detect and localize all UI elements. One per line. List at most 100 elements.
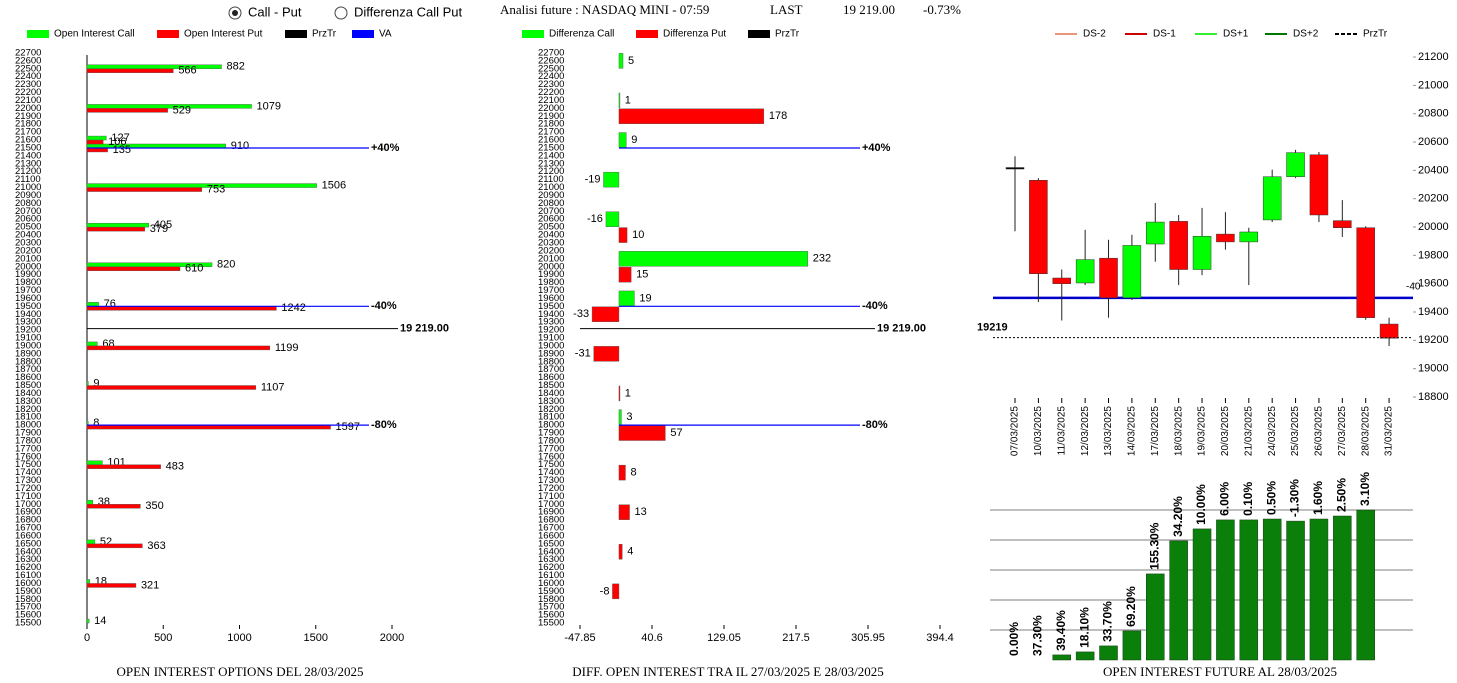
last-label: LAST <box>770 2 803 17</box>
bar <box>612 583 620 600</box>
bar <box>1099 645 1118 661</box>
y-tick-label: 19000 <box>538 340 564 351</box>
bar <box>1122 630 1142 661</box>
x-tick-label: 11/03/2025 <box>1056 406 1067 456</box>
bar-label: 405 <box>154 219 172 231</box>
legend-label: Open Interest Call <box>54 29 135 40</box>
bar-label: 9 <box>93 377 99 389</box>
bar-label: 135 <box>113 144 131 156</box>
va-label: +40% <box>862 142 891 154</box>
instrument: Analisi future : NASDAQ MINI - 07:59 <box>500 2 709 17</box>
y-tick-label: 16900 <box>15 507 41 518</box>
y-tick-label: 18700 <box>15 364 41 375</box>
bar-label: 1 <box>625 387 631 399</box>
bar <box>86 464 161 469</box>
bar-label: 10 <box>632 229 644 241</box>
y-tick-label: 17200 <box>538 483 564 494</box>
bar <box>86 226 145 232</box>
y-tick-label: 20100 <box>538 253 564 264</box>
x-tick-label: 17/03/2025 <box>1150 406 1161 456</box>
y-tick-label: 18000 <box>538 420 564 431</box>
legend-label: DS-2 <box>1083 29 1106 40</box>
candle-body <box>1333 220 1352 228</box>
y-tick-label: 16000 <box>538 578 564 589</box>
y-tick-label: 21600 <box>15 135 41 146</box>
y-tick-label: 17300 <box>15 475 41 486</box>
y-tick-label: 22500 <box>538 63 564 74</box>
bar <box>618 425 666 441</box>
x-tick-label: 18/03/2025 <box>1173 406 1184 456</box>
legend-label: PrzTr <box>775 29 800 40</box>
bar <box>1216 519 1235 661</box>
y-tick-label: 18600 <box>15 372 41 383</box>
candle-body <box>1239 231 1259 243</box>
y-tick-label: 20200 <box>538 245 564 256</box>
y-tick-label: 20000 <box>1418 221 1449 233</box>
y-tick-label: 15800 <box>15 594 41 605</box>
y-tick-label: 19900 <box>15 269 41 280</box>
candle-body <box>1262 176 1282 221</box>
x-tick-label: 19/03/2025 <box>1197 406 1208 456</box>
y-tick-label: 20400 <box>538 230 564 241</box>
va-label: -40% <box>862 300 888 312</box>
y-tick-label: 22400 <box>15 71 41 82</box>
bar <box>618 53 624 69</box>
bar-label: -1.30% <box>1288 479 1302 517</box>
bar <box>86 543 143 549</box>
bar <box>618 251 809 267</box>
legend-label: DS+1 <box>1223 29 1249 40</box>
y-tick-label: 17400 <box>538 467 564 478</box>
y-tick-label: 18800 <box>538 356 564 367</box>
y-tick-label: 22000 <box>538 103 564 114</box>
y-tick-label: 19400 <box>538 309 564 320</box>
y-tick-label: 16500 <box>15 538 41 549</box>
radio-label[interactable]: Call - Put <box>248 4 302 19</box>
bar-label: 910 <box>231 140 249 152</box>
bar-label: 1506 <box>322 179 346 191</box>
y-tick-label: 20800 <box>538 198 564 209</box>
bar <box>86 381 89 386</box>
x-tick-label: 1500 <box>304 632 328 644</box>
x-tick-label: 40.6 <box>641 632 662 644</box>
bar <box>593 346 620 362</box>
bar <box>618 544 623 560</box>
bar-label: -8 <box>600 585 610 597</box>
y-tick-label: 19800 <box>1418 249 1449 261</box>
y-tick-label: 20400 <box>15 230 41 241</box>
x-tick-label: 12/03/2025 <box>1080 406 1091 456</box>
bar <box>86 618 90 624</box>
y-tick-label: 17800 <box>538 435 564 446</box>
bar <box>1286 520 1305 661</box>
bar-label: 9 <box>631 134 637 146</box>
legend-swatch <box>285 30 307 38</box>
candle-body <box>1099 257 1118 299</box>
x-tick-label: 14/03/2025 <box>1127 406 1138 456</box>
y-tick-label: 16100 <box>538 570 564 581</box>
bar-label: -31 <box>575 348 591 360</box>
bar-label: 882 <box>227 61 245 73</box>
y-tick-label: 18200 <box>15 404 41 415</box>
y-tick-label: 16400 <box>538 546 564 557</box>
candle-body <box>1029 180 1048 275</box>
y-tick-label: 20700 <box>538 206 564 217</box>
candle-body <box>1192 235 1212 270</box>
y-tick-label: 20500 <box>538 222 564 233</box>
y-tick-label: 22000 <box>15 103 41 114</box>
radio-label[interactable]: Differenza Call Put <box>354 4 463 19</box>
y-tick-label: 18100 <box>538 412 564 423</box>
y-tick-label: 22600 <box>15 55 41 66</box>
y-tick-label: 15700 <box>538 602 564 613</box>
bar <box>618 108 765 125</box>
bar-label: 14 <box>94 615 106 627</box>
bar-label: 1199 <box>275 342 299 354</box>
y-tick-label: 17500 <box>15 459 41 470</box>
y-tick-label: 18400 <box>15 388 41 399</box>
change: -0.73% <box>923 2 961 17</box>
radio-button[interactable] <box>334 6 348 20</box>
legend-label: Differenza Call <box>549 29 614 40</box>
y-tick-label: 22500 <box>15 63 41 74</box>
y-tick-label: 19900 <box>538 269 564 280</box>
va-label: -40 <box>1406 281 1421 292</box>
y-tick-label: 21300 <box>538 158 564 169</box>
bar-label: 321 <box>141 579 159 591</box>
